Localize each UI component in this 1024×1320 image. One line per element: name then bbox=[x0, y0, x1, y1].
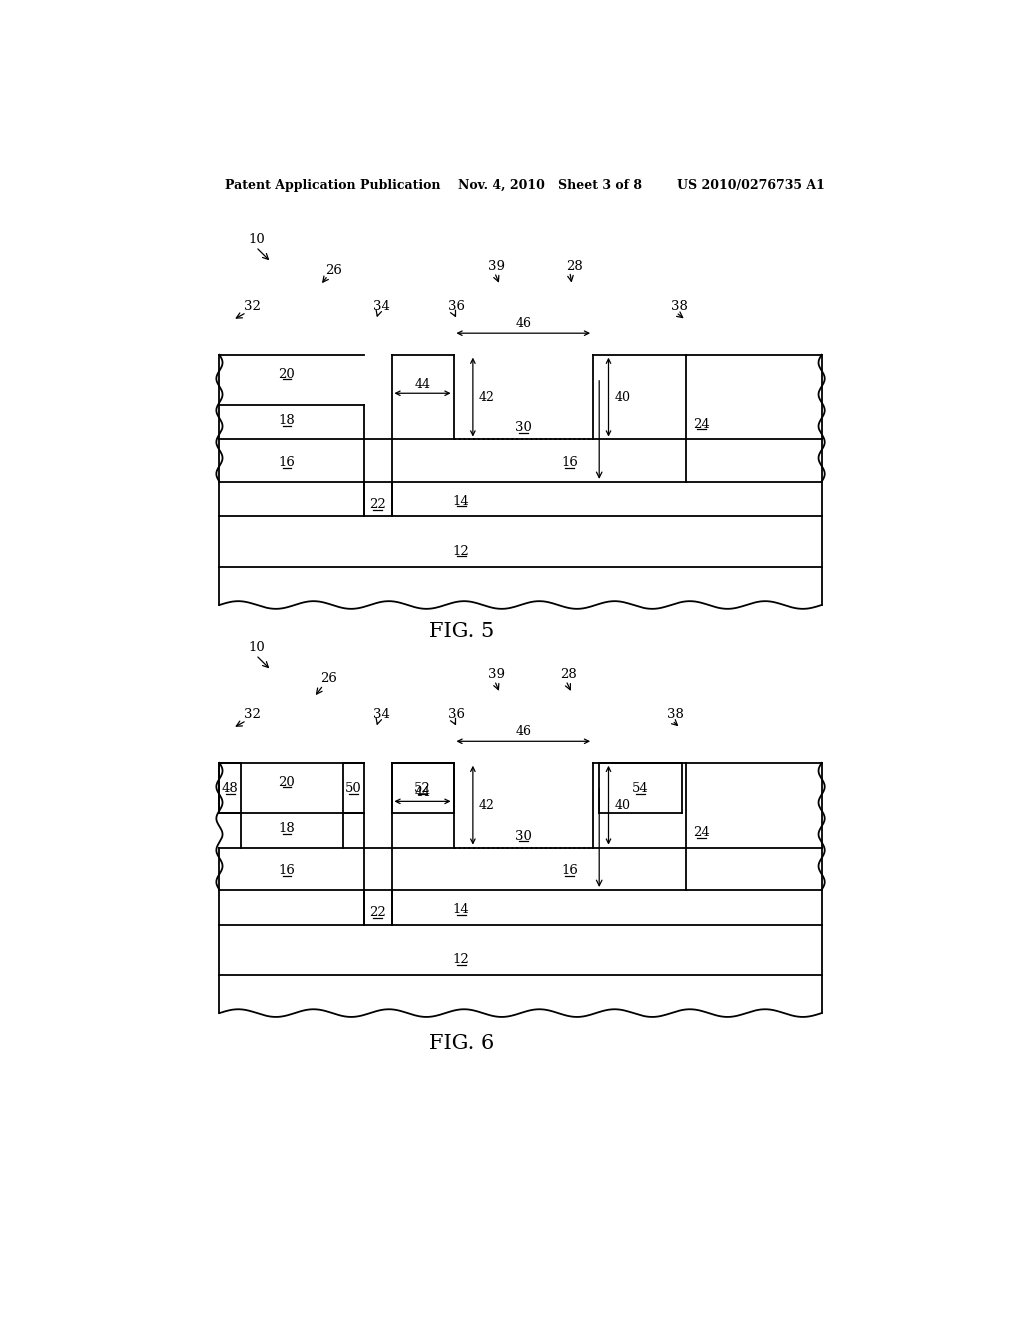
Text: 28: 28 bbox=[560, 668, 578, 681]
Text: 32: 32 bbox=[245, 300, 261, 313]
Text: 16: 16 bbox=[561, 455, 579, 469]
Text: 14: 14 bbox=[453, 495, 470, 508]
Text: 39: 39 bbox=[488, 668, 506, 681]
Text: 20: 20 bbox=[279, 776, 295, 788]
Text: 54: 54 bbox=[632, 781, 648, 795]
Text: 38: 38 bbox=[671, 300, 687, 313]
Text: 12: 12 bbox=[453, 953, 470, 966]
Text: 40: 40 bbox=[614, 799, 631, 812]
Text: 12: 12 bbox=[453, 545, 470, 557]
Text: 28: 28 bbox=[566, 260, 583, 273]
Text: 46: 46 bbox=[515, 317, 531, 330]
Text: 52: 52 bbox=[414, 781, 431, 795]
Text: 26: 26 bbox=[326, 264, 342, 277]
Text: 16: 16 bbox=[561, 865, 579, 878]
Text: 10: 10 bbox=[248, 232, 265, 246]
Text: 14: 14 bbox=[453, 903, 470, 916]
Text: 38: 38 bbox=[667, 708, 683, 721]
Text: 44: 44 bbox=[415, 785, 430, 799]
Text: 48: 48 bbox=[222, 781, 239, 795]
Text: 30: 30 bbox=[515, 829, 531, 842]
Text: 36: 36 bbox=[449, 708, 465, 721]
Text: 44: 44 bbox=[415, 378, 430, 391]
Text: 46: 46 bbox=[515, 725, 531, 738]
Text: 34: 34 bbox=[373, 708, 390, 721]
Text: Patent Application Publication    Nov. 4, 2010   Sheet 3 of 8        US 2010/027: Patent Application Publication Nov. 4, 2… bbox=[225, 178, 824, 191]
Text: 18: 18 bbox=[279, 413, 295, 426]
Text: 16: 16 bbox=[279, 455, 295, 469]
Text: 42: 42 bbox=[479, 391, 495, 404]
Text: 42: 42 bbox=[479, 799, 495, 812]
Text: FIG. 6: FIG. 6 bbox=[429, 1035, 494, 1053]
Text: 22: 22 bbox=[370, 907, 386, 920]
Text: 26: 26 bbox=[321, 672, 337, 685]
Text: 10: 10 bbox=[248, 640, 265, 653]
Text: 18: 18 bbox=[279, 822, 295, 834]
Text: 16: 16 bbox=[279, 865, 295, 878]
Text: 39: 39 bbox=[488, 260, 506, 273]
Text: 24: 24 bbox=[693, 417, 710, 430]
Text: 22: 22 bbox=[370, 499, 386, 511]
Text: 20: 20 bbox=[279, 367, 295, 380]
Text: 34: 34 bbox=[373, 300, 390, 313]
Text: FIG. 5: FIG. 5 bbox=[429, 623, 494, 642]
Text: 32: 32 bbox=[245, 708, 261, 721]
Text: 36: 36 bbox=[449, 300, 465, 313]
Text: 40: 40 bbox=[614, 391, 631, 404]
Text: 24: 24 bbox=[693, 825, 710, 838]
Text: 50: 50 bbox=[345, 781, 361, 795]
Text: 30: 30 bbox=[515, 421, 531, 434]
